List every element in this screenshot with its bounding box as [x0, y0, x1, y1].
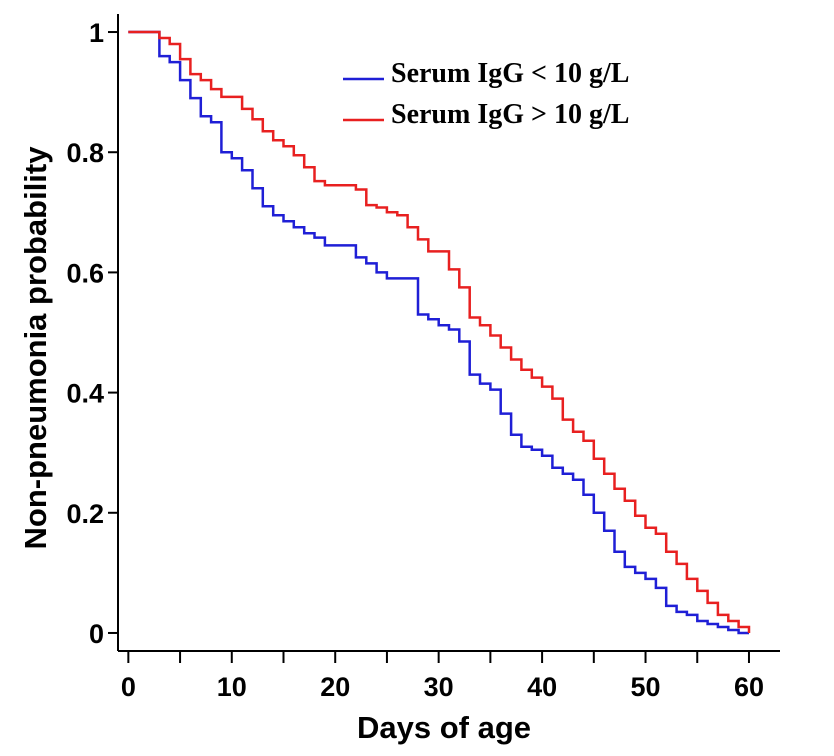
y-axis-title: Non-pneumonia probability	[18, 146, 53, 550]
series-line-low-igg	[128, 30, 749, 635]
y-tick-label: 0.8	[66, 138, 104, 168]
y-tick-label: 0.2	[66, 499, 104, 529]
x-tick-label: 50	[631, 672, 661, 702]
x-tick-label: 10	[217, 672, 247, 702]
series-layer	[128, 30, 751, 635]
legend: Serum IgG < 10 g/L Serum IgG > 10 g/L	[343, 58, 629, 130]
legend-label-high-igg: Serum IgG > 10 g/L	[391, 99, 629, 130]
series-line-high-igg	[128, 30, 751, 633]
y-tick-label: 0	[89, 619, 104, 649]
legend-label-low-igg: Serum IgG < 10 g/L	[391, 58, 629, 89]
y-tick-label: 0.6	[66, 258, 104, 288]
y-tick-label: 0.4	[66, 379, 104, 409]
x-tick-label: 60	[734, 672, 764, 702]
x-tick-label: 30	[424, 672, 454, 702]
x-axis-ticks: 0 10 20 30 40 50 60	[121, 651, 764, 702]
x-axis-title: Days of age	[357, 710, 531, 745]
y-tick-label: 1	[89, 18, 104, 48]
y-axis-ticks: 0 0.2 0.4 0.6 0.8 1	[66, 18, 118, 649]
x-tick-label: 20	[320, 672, 350, 702]
plot-frame	[117, 14, 780, 652]
x-tick-label: 0	[121, 672, 136, 702]
x-tick-label: 40	[527, 672, 557, 702]
